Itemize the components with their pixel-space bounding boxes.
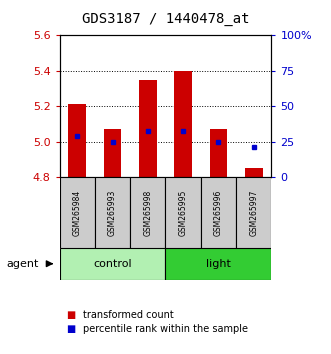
Bar [236, 177, 271, 248]
Bar [95, 177, 130, 248]
Text: GSM265996: GSM265996 [214, 189, 223, 236]
Bar [69, 104, 86, 177]
Text: control: control [93, 259, 132, 269]
Bar [139, 80, 157, 177]
Text: GSM265993: GSM265993 [108, 189, 117, 236]
Text: GSM265995: GSM265995 [179, 189, 188, 236]
Text: ■: ■ [66, 324, 75, 334]
Text: GDS3187 / 1440478_at: GDS3187 / 1440478_at [82, 12, 249, 27]
Bar [104, 129, 121, 177]
Bar [174, 71, 192, 177]
Text: light: light [206, 259, 231, 269]
Bar [245, 168, 262, 177]
Bar [166, 248, 271, 280]
Bar [60, 248, 166, 280]
Text: agent: agent [7, 259, 39, 269]
Text: GSM265998: GSM265998 [143, 189, 152, 235]
Bar [60, 177, 95, 248]
Bar [130, 177, 166, 248]
Bar [210, 129, 227, 177]
Text: ■: ■ [66, 310, 75, 320]
Bar [201, 177, 236, 248]
Text: GSM265984: GSM265984 [73, 189, 82, 235]
Text: transformed count: transformed count [83, 310, 173, 320]
Bar [166, 177, 201, 248]
Text: percentile rank within the sample: percentile rank within the sample [83, 324, 248, 334]
Text: GSM265997: GSM265997 [249, 189, 258, 236]
